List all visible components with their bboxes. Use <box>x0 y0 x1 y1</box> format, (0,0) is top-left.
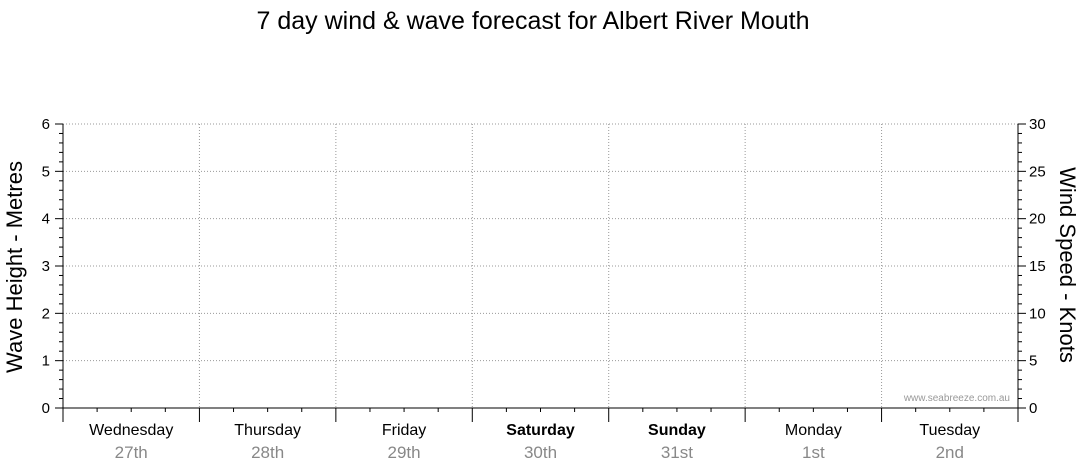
y-left-tick-label-6: 6 <box>42 116 50 133</box>
y-right-tick-label-3: 15 <box>1029 258 1046 275</box>
y-right-tick-label-5: 25 <box>1029 163 1046 180</box>
x-date-label-5: 1st <box>802 443 825 462</box>
x-date-label-6: 2nd <box>936 443 964 462</box>
y-right-tick-label-2: 10 <box>1029 305 1046 322</box>
y-axis-right-label: Wind Speed - Knots <box>1055 167 1080 363</box>
x-date-label-0: 27th <box>115 443 148 462</box>
chart-title: 7 day wind & wave forecast for Albert Ri… <box>256 7 809 35</box>
x-date-label-4: 31st <box>661 443 693 462</box>
x-day-label-5: Monday <box>785 422 842 439</box>
x-day-label-3: Saturday <box>506 422 575 439</box>
x-date-label-2: 29th <box>388 443 421 462</box>
credit-watermark: www.seabreeze.com.au <box>903 393 1010 404</box>
y-right-tick-label-0: 0 <box>1029 400 1037 417</box>
y-left-tick-label-2: 2 <box>42 305 50 322</box>
y-left-tick-label-5: 5 <box>42 163 50 180</box>
x-day-label-0: Wednesday <box>89 422 173 439</box>
y-axis-left-label: Wave Height - Metres <box>2 161 27 373</box>
y-left-tick-label-3: 3 <box>42 258 50 275</box>
y-right-tick-label-1: 5 <box>1029 353 1037 370</box>
y-right-tick-label-4: 20 <box>1029 211 1046 228</box>
x-day-label-1: Thursday <box>234 422 301 439</box>
x-date-label-3: 30th <box>524 443 557 462</box>
x-day-label-4: Sunday <box>648 422 706 439</box>
x-date-label-1: 28th <box>251 443 284 462</box>
x-day-label-2: Friday <box>382 422 426 439</box>
y-left-tick-label-0: 0 <box>42 400 50 417</box>
y-right-tick-label-6: 30 <box>1029 116 1046 133</box>
x-day-label-6: Tuesday <box>919 422 980 439</box>
y-left-tick-label-4: 4 <box>42 211 50 228</box>
y-left-tick-label-1: 1 <box>42 353 50 370</box>
